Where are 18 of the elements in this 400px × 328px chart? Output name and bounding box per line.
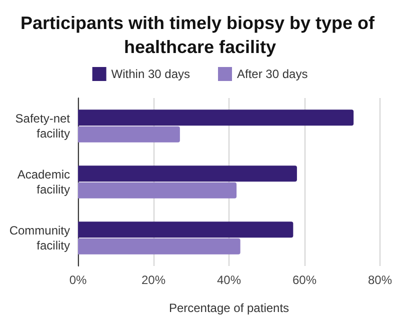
bar	[78, 166, 297, 182]
bar	[78, 238, 240, 254]
x-tick-label: 20%	[141, 273, 166, 287]
bar	[78, 126, 180, 142]
legend-label: After 30 days	[237, 67, 308, 81]
y-tick-label: Safety-net facility	[15, 112, 71, 140]
x-tick-label: 80%	[368, 273, 392, 287]
y-tick-label: Academic facility	[17, 168, 70, 196]
bar	[78, 110, 354, 126]
y-tick-label: Community facility	[9, 224, 70, 252]
x-tick-label: 40%	[216, 273, 242, 287]
legend-label: Within 30 days	[111, 67, 190, 81]
chart-title: Participants with timely biopsy by type of healthcare facility	[20, 13, 380, 57]
bar	[78, 222, 294, 238]
x-tick-label: 0%	[69, 273, 87, 287]
x-tick-label: 60%	[292, 273, 317, 287]
x-axis-title: Percentage of patients	[168, 301, 290, 315]
bar	[78, 182, 237, 198]
